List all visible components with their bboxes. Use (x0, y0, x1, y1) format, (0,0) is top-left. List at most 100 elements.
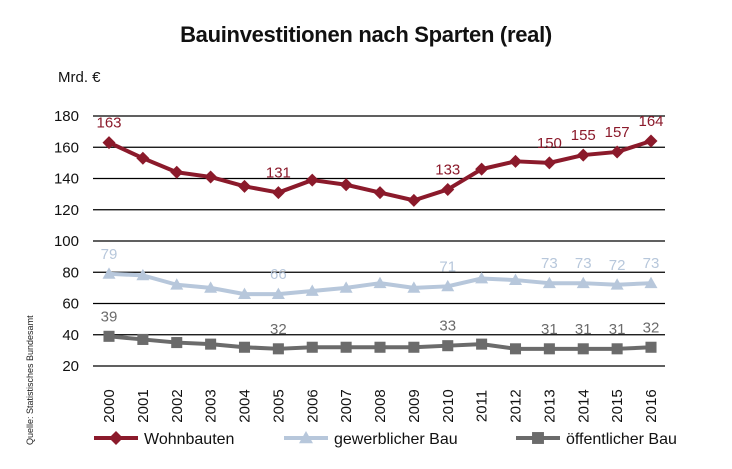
y-tick-label: 80 (62, 264, 79, 281)
data-point-marker (543, 343, 555, 355)
data-point-marker (509, 154, 522, 168)
x-tick-label: 2007 (338, 389, 355, 422)
data-point-marker (102, 136, 116, 150)
x-tick-label: 2012 (508, 389, 525, 422)
data-labels: 163 131 133 150 155 157 164 79 66 71 73 73 72 73 39 32 3… (96, 113, 663, 338)
legend-item: Wohnbauten (94, 431, 234, 448)
data-label: 73 (541, 255, 558, 272)
x-tick-label: 2016 (643, 389, 660, 422)
data-point-marker (644, 134, 658, 148)
data-label: 131 (266, 165, 291, 182)
x-tick-label: 2013 (541, 389, 558, 422)
legend-label: Wohnbauten (144, 431, 234, 448)
data-point-marker (610, 278, 624, 290)
legend-label: öffentlicher Bau (566, 431, 677, 448)
data-point-marker (136, 151, 150, 165)
y-tick-label: 120 (54, 202, 79, 219)
data-label: 32 (270, 321, 287, 338)
x-tick-label: 2015 (609, 389, 626, 422)
data-label: 33 (439, 318, 456, 335)
data-point-marker (644, 276, 658, 289)
x-tick-label: 2011 (474, 390, 491, 422)
data-point-marker (299, 431, 313, 444)
y-tick-label: 140 (54, 171, 79, 188)
data-point-marker (272, 343, 284, 355)
data-label: 71 (439, 258, 456, 275)
data-label: 73 (575, 255, 592, 272)
data-point-marker (373, 186, 387, 200)
data-point-marker (271, 186, 285, 200)
data-point-marker (171, 337, 183, 349)
x-tick-label: 2006 (304, 389, 321, 422)
data-point-marker (475, 162, 489, 176)
data-point-marker (238, 179, 251, 193)
data-label: 66 (270, 266, 287, 283)
x-tick-label: 2009 (406, 389, 423, 422)
chart-title: Bauinvestitionen nach Sparten (real) (180, 22, 552, 47)
data-point-marker (204, 281, 218, 293)
data-point-marker (441, 182, 455, 196)
legend-label: gewerblicher Bau (334, 431, 458, 448)
data-point-marker (576, 276, 590, 289)
data-label: 31 (575, 321, 592, 338)
data-point-marker (611, 343, 623, 355)
data-point-marker (532, 432, 544, 444)
data-point-marker (102, 267, 116, 279)
data-label: 163 (96, 115, 121, 132)
x-tick-label: 2014 (575, 389, 592, 422)
data-point-marker (407, 193, 421, 207)
y-tick-label: 20 (62, 358, 79, 375)
data-point-marker (577, 343, 589, 355)
data-point-marker (305, 284, 319, 296)
data-point-marker (441, 279, 455, 292)
data-point-marker (306, 341, 318, 353)
data-label: 32 (643, 319, 660, 336)
data-label: 39 (101, 308, 118, 325)
data-point-marker (238, 341, 251, 353)
data-label: 164 (638, 113, 663, 130)
x-tick-label: 2001 (135, 389, 152, 422)
data-label: 79 (101, 246, 118, 263)
legend-item: öffentlicher Bau (516, 431, 677, 448)
data-point-marker (170, 165, 184, 179)
data-point-marker (576, 148, 590, 162)
data-point-marker (542, 156, 556, 170)
data-point-marker (137, 333, 149, 345)
data-label: 31 (541, 321, 558, 338)
data-point-marker (408, 341, 420, 353)
data-point-marker (373, 276, 387, 289)
data-label: 133 (435, 161, 460, 178)
legend-item: gewerblicher Bau (284, 431, 458, 448)
y-tick-label: 60 (62, 296, 79, 313)
data-point-marker (610, 145, 624, 159)
data-point-marker (170, 278, 184, 290)
y-axis-unit-label: Mrd. € (58, 69, 101, 86)
data-point-marker (509, 273, 522, 285)
data-point-marker (442, 340, 454, 352)
data-label: 150 (537, 135, 562, 152)
data-point-marker (205, 338, 217, 350)
data-point-marker (271, 287, 285, 299)
data-point-marker (645, 341, 657, 353)
series-markers (102, 134, 658, 355)
data-point-marker (238, 287, 251, 299)
x-tick-label: 2000 (101, 389, 118, 422)
y-axis-ticks: 20 40 60 80 100 120 140 160 180 (54, 108, 79, 375)
data-label: 72 (609, 257, 626, 274)
data-point-marker (475, 272, 489, 284)
data-point-marker (339, 281, 353, 293)
x-tick-label: 2002 (169, 389, 186, 422)
data-point-marker (136, 268, 150, 281)
legend: Wohnbauten gewerblicher Bau öffentlicher B… (94, 431, 677, 448)
data-point-marker (305, 173, 319, 187)
x-tick-label: 2003 (203, 389, 220, 422)
data-point-marker (340, 341, 352, 353)
y-tick-label: 160 (54, 139, 79, 156)
x-tick-label: 2004 (237, 389, 254, 422)
data-label: 157 (605, 124, 630, 141)
y-tick-label: 40 (62, 327, 79, 344)
data-point-marker (109, 431, 123, 445)
data-point-marker (204, 170, 218, 184)
data-label: 31 (609, 321, 626, 338)
data-label: 73 (643, 255, 660, 272)
